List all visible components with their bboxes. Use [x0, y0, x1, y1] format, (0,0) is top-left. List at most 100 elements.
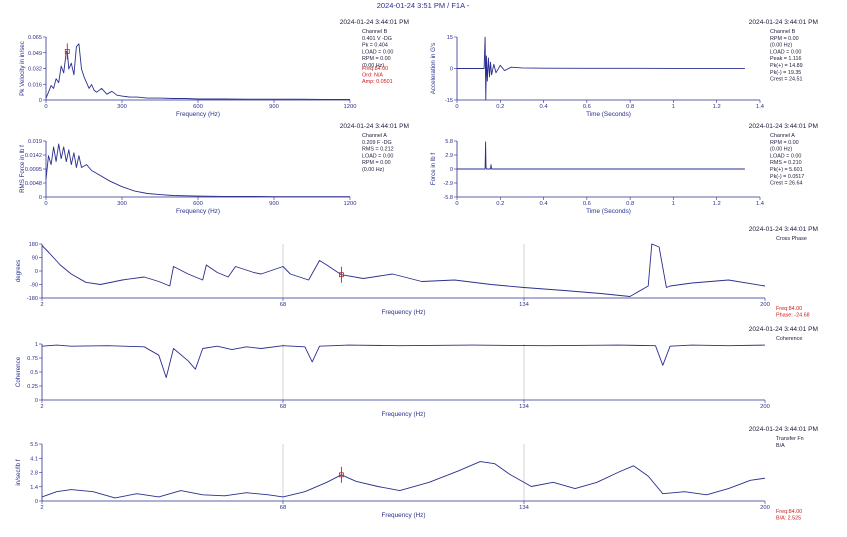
channel-info-line: B/A: [776, 443, 785, 449]
x-tick-label: 0: [44, 104, 47, 110]
x-tick-label: 900: [269, 104, 279, 110]
cursor-point[interactable]: [339, 272, 344, 278]
x-tick-label: 2: [40, 404, 43, 410]
x-tick-label: 0.6: [583, 104, 591, 110]
timestamp-label: 2024-01-24 3:44:01 PM: [340, 123, 409, 130]
x-tick-label: 68: [280, 302, 286, 308]
y-axis-title: degrees: [15, 260, 22, 282]
channel-info-line: 0.401 V -DG: [362, 36, 392, 42]
y-tick-label: 0.0048: [25, 181, 42, 187]
data-trace: [45, 143, 350, 198]
chart-panel-p6: 1 0.75 0.5 0.25 02 68 134 200 Frequency (Hz) Cohe…: [15, 326, 818, 418]
x-tick-label: 1.2: [713, 201, 721, 207]
y-tick-label: 0.049: [28, 51, 42, 57]
y-tick-label: 0.25: [27, 384, 38, 390]
data-trace: [457, 141, 745, 170]
channel-info-line: RPM = 0.00: [362, 160, 391, 166]
x-tick-label: 1: [672, 104, 675, 110]
channel-info-line: LOAD = 0.00: [362, 49, 393, 55]
x-tick-label: 68: [280, 505, 286, 511]
timestamp-label: 2024-01-24 3:44:01 PM: [749, 326, 818, 333]
channel-info-line: (0.00 Hz): [770, 147, 792, 153]
x-axis-title: Frequency (Hz): [381, 512, 425, 519]
chart-panel-p1: 0.065 0.049 0.032 0.016 00 300 600 900 1200 Frequ…: [19, 19, 409, 118]
y-tick-label: 0.75: [27, 356, 38, 362]
x-tick-label: 300: [117, 201, 127, 207]
y-tick-label: 1: [35, 342, 38, 348]
cursor-point[interactable]: [64, 49, 70, 54]
chart-panel-p7: 5.5 4.1 2.8 1.4 02 68 134 200 Frequency (Hz) in/s…: [15, 426, 818, 522]
y-axis-title: in/sec/lb f: [15, 459, 22, 485]
channel-info-line: Channel A: [770, 133, 795, 139]
channel-info-line: Channel A: [362, 133, 387, 139]
y-tick-label: 2.8: [30, 471, 38, 477]
channel-info-line: Channel B: [362, 29, 388, 35]
cursor-readout-line: Ord: N/A: [362, 73, 383, 79]
channel-info-line: Channel B: [770, 29, 796, 35]
channel-info-line: RMS = 0.210: [770, 160, 802, 166]
y-tick-label: 0: [450, 67, 453, 73]
x-tick-label: 600: [193, 201, 203, 207]
y-tick-label: 0.0095: [25, 167, 42, 173]
x-tick-label: 134: [519, 302, 529, 308]
x-tick-label: 0.8: [626, 201, 634, 207]
x-tick-label: 0.2: [496, 201, 504, 207]
channel-info-line: Pk(-) = 0.0517: [770, 174, 804, 180]
x-axis-title: Frequency (Hz): [176, 111, 220, 118]
y-tick-label: 1.4: [30, 485, 38, 491]
x-axis-title: Frequency (Hz): [176, 208, 220, 215]
data-trace: [45, 43, 350, 100]
y-tick-label: 5.8: [445, 139, 453, 145]
y-tick-label: -15: [445, 98, 453, 104]
y-tick-label: 0: [39, 195, 42, 201]
x-tick-label: 0.2: [496, 104, 504, 110]
y-tick-label: 90: [32, 256, 38, 262]
x-tick-label: 68: [280, 404, 286, 410]
cursor-readout-line: Phase: -24.68: [776, 313, 810, 319]
timestamp-label: 2024-01-24 3:44:01 PM: [749, 123, 818, 130]
cursor-readout-line: B/A: 2.525: [776, 516, 801, 522]
y-tick-label: 180: [29, 242, 38, 248]
data-trace: [457, 36, 745, 101]
x-axis-title: Frequency (Hz): [381, 411, 425, 418]
x-axis-title: Time (Seconds): [586, 111, 631, 118]
channel-info-line: RMS = 0.212: [362, 147, 394, 153]
x-axis-title: Time (Seconds): [586, 208, 631, 215]
x-tick-label: 1200: [344, 201, 357, 207]
x-tick-label: 900: [269, 201, 279, 207]
x-tick-label: 2: [40, 505, 43, 511]
x-tick-label: 0: [455, 104, 458, 110]
x-axis-title: Frequency (Hz): [381, 309, 425, 316]
x-tick-label: 0: [44, 201, 47, 207]
y-tick-label: -180: [27, 296, 38, 302]
y-tick-label: 4.1: [30, 456, 38, 462]
data-trace: [41, 344, 766, 379]
x-tick-label: 300: [117, 104, 127, 110]
channel-info-line: LOAD = 0.00: [770, 49, 801, 55]
cursor-point[interactable]: [339, 472, 344, 478]
y-tick-label: 0: [39, 98, 42, 104]
data-trace: [41, 461, 766, 499]
y-tick-label: 0: [450, 167, 453, 173]
channel-info-line: Crest = 26.64: [770, 181, 803, 187]
channel-info-line: RPM = 0.00: [362, 56, 391, 62]
channel-info-line: Peak = 1.116: [770, 56, 802, 62]
x-tick-label: 0.4: [540, 104, 549, 110]
y-tick-label: 0: [35, 499, 38, 505]
data-trace: [41, 243, 766, 297]
y-tick-label: 5.5: [30, 442, 38, 448]
channel-info-line: Cross Phase: [776, 236, 807, 242]
timestamp-label: 2024-01-24 3:44:01 PM: [749, 426, 818, 433]
y-axis-title: Force in lb f: [430, 153, 437, 186]
channel-info-line: Coherence: [776, 336, 802, 342]
y-tick-label: 0.019: [28, 139, 42, 145]
y-tick-label: 0: [35, 269, 38, 275]
y-tick-label: 0.065: [28, 35, 42, 41]
channel-info-line: RPM = 0.00: [770, 140, 799, 146]
channel-info-line: Pk = 0.404: [362, 43, 388, 49]
x-tick-label: 2: [40, 302, 43, 308]
channel-info-line: (0.00 Hz): [362, 167, 384, 173]
chart-panel-p4: 5.82.90-2.9-5.80 0.2 0.4 0.6 0.8 1 1.2 1.4Time …: [430, 123, 818, 215]
y-tick-label: 0.016: [28, 82, 42, 88]
